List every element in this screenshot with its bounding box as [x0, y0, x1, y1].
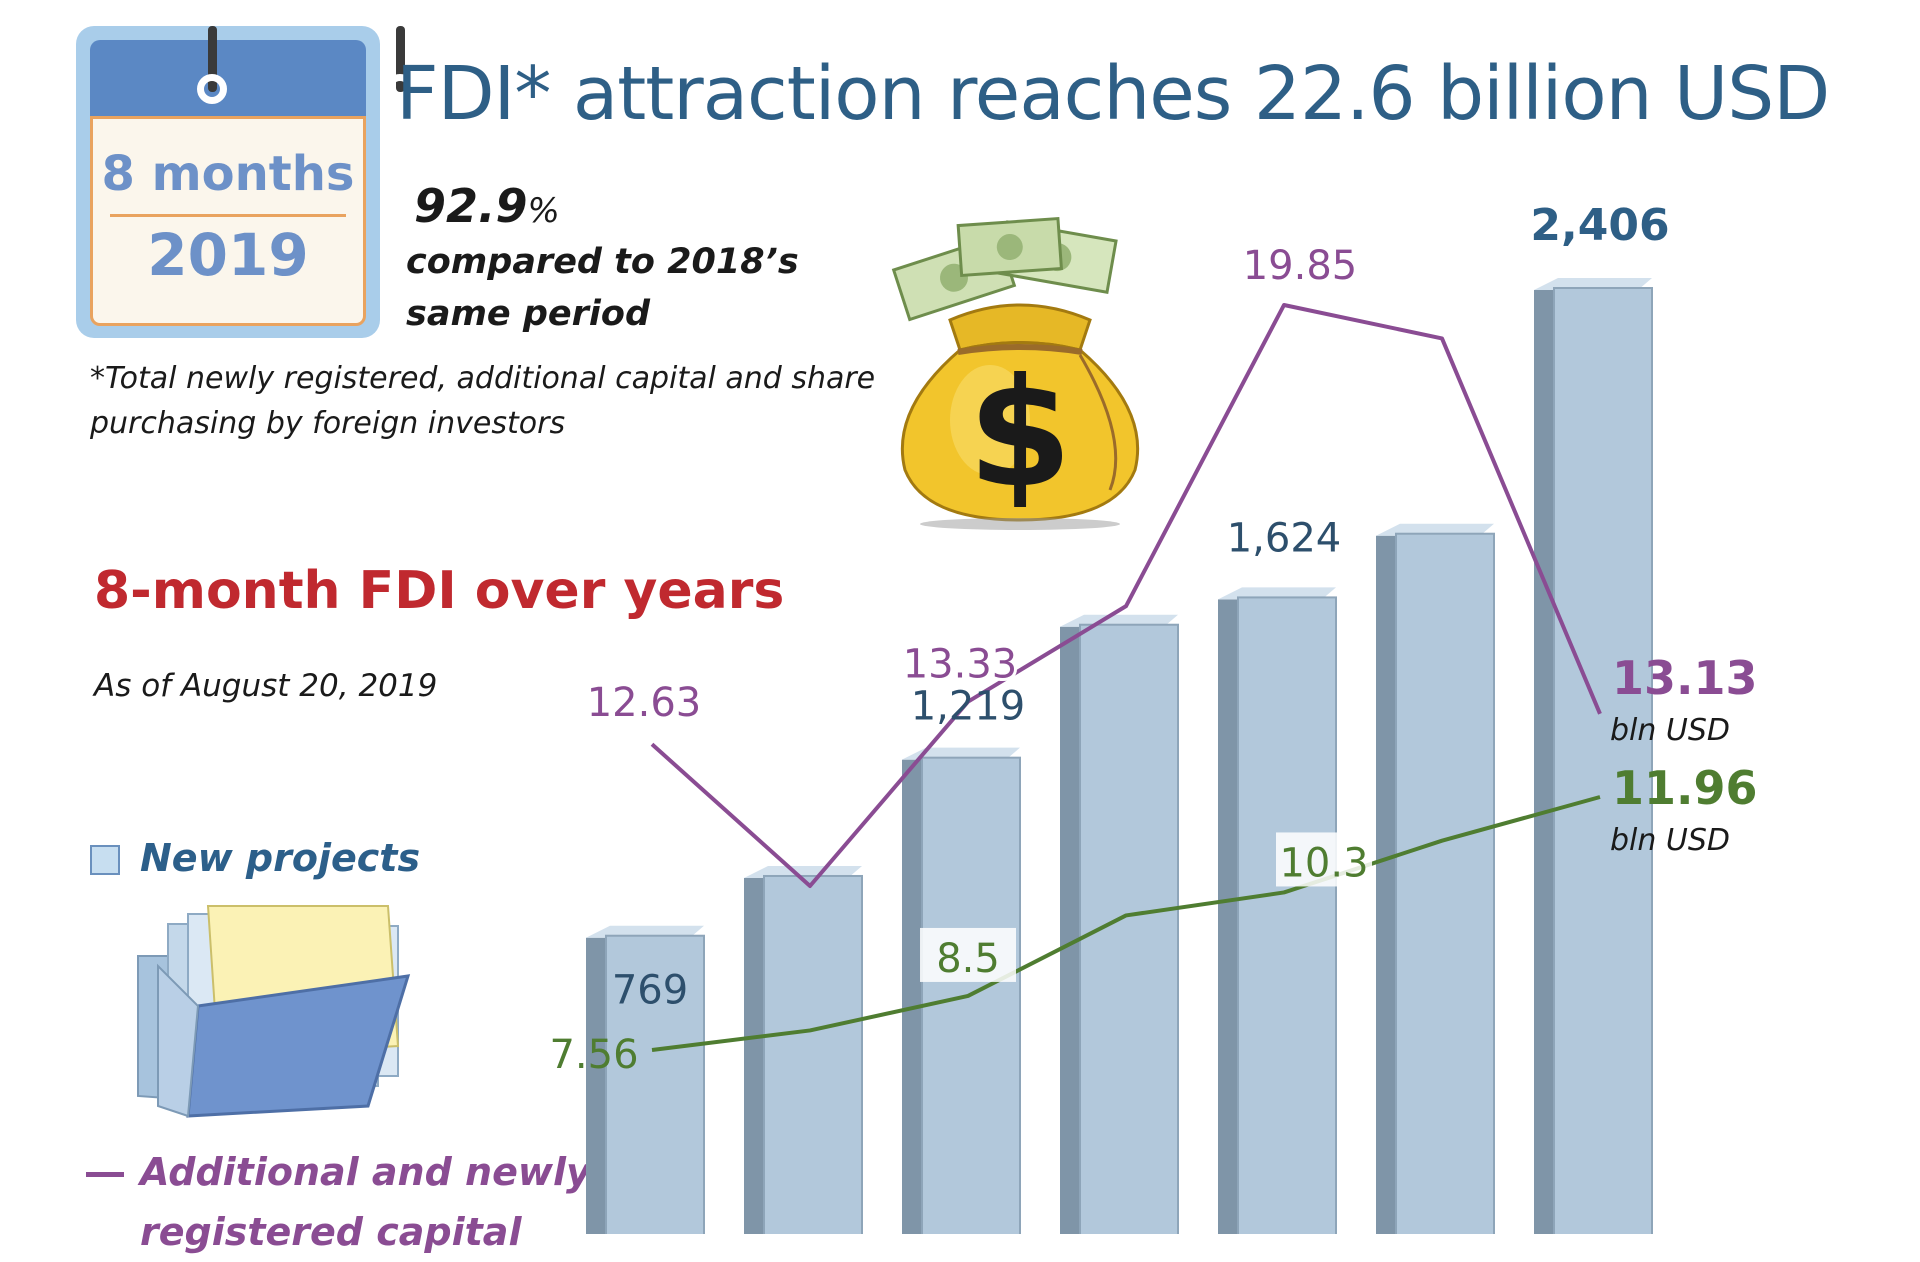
- disbursed-end-unit: bln USD: [1610, 823, 1730, 858]
- disbursed-label-bg-2: [920, 927, 1016, 982]
- bar-side-1: [744, 877, 764, 1234]
- bar-side-4: [1218, 599, 1238, 1234]
- calendar-year: 2019: [147, 221, 309, 289]
- fdi-chart: 769 1,219 1,624 2,406 12.63 13.33 19.85 13.13 bl…: [549, 200, 1758, 1234]
- capital-label-2: 13.33: [903, 642, 1018, 688]
- bar-6: [1553, 287, 1653, 1234]
- disbursed-line: [651, 795, 1601, 1052]
- capital-label-0: 12.63: [587, 680, 702, 726]
- bar-4: [1237, 596, 1337, 1234]
- bar-0: [605, 934, 705, 1234]
- disbursed-label-0: 7.56: [549, 1032, 638, 1078]
- capital-end-value: 13.13: [1612, 651, 1758, 705]
- capital-end-unit: bln USD: [1610, 713, 1730, 748]
- bar-label-6: 2,406: [1530, 200, 1669, 251]
- calendar-months: 8 months: [101, 146, 355, 202]
- bar-top-1: [744, 865, 862, 878]
- svg-text:$: $: [968, 347, 1072, 521]
- bar-side-6: [1534, 290, 1554, 1234]
- bar-side-0: [586, 937, 606, 1234]
- capital-label-4: 19.85: [1243, 243, 1358, 289]
- growth-percent: 92.9%: [414, 179, 560, 233]
- bar-label-4: 1,624: [1227, 515, 1342, 561]
- footnote: *Total newly registered, additional capi…: [90, 361, 876, 441]
- folders-icon: [137, 905, 411, 1118]
- bar-1: [763, 874, 863, 1234]
- legend-new-projects-swatch: [90, 845, 120, 875]
- legend-new-projects-label: New projects: [140, 836, 421, 880]
- bar-label-0: 769: [612, 968, 688, 1014]
- bar-5: [1395, 532, 1495, 1234]
- disbursed-label-bg-4: [1276, 832, 1372, 887]
- bar-side-5: [1376, 535, 1396, 1234]
- disbursed-end-value: 11.96: [1612, 761, 1758, 815]
- as-of-date: As of August 20, 2019: [94, 668, 438, 704]
- page-title: FDI* attraction reaches 22.6 billion USD: [396, 51, 1830, 137]
- bar-label-2: 1,219: [911, 684, 1026, 730]
- bar-side-2: [902, 759, 922, 1234]
- money-bag-icon: $: [891, 216, 1140, 530]
- legend-capital-line: [86, 1172, 124, 1177]
- capital-line: [650, 303, 1602, 888]
- calendar-graphic: 8 months 2019: [76, 26, 415, 338]
- chart-subtitle: 8-month FDI over years: [94, 561, 785, 621]
- disbursed-label-2: 8.5: [936, 936, 1000, 982]
- growth-description: compared to 2018’s same period: [406, 242, 799, 334]
- disbursed-label-4: 10.3: [1279, 840, 1368, 886]
- bar-side-3: [1060, 626, 1080, 1234]
